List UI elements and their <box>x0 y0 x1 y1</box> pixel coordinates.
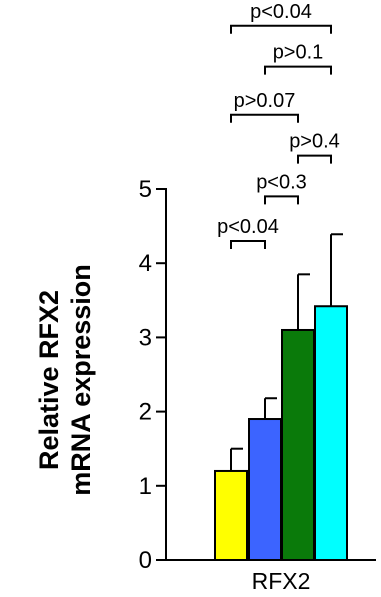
significance-label: p>0.4 <box>289 131 340 153</box>
bar <box>281 328 315 562</box>
y-tick-label: 4 <box>139 250 152 277</box>
significance-bracket <box>230 24 332 34</box>
y-tick-label: 3 <box>139 324 152 351</box>
bar <box>214 469 248 561</box>
significance-label: p<0.04 <box>250 1 312 23</box>
significance-label: p>0.1 <box>273 42 324 64</box>
significance-bracket <box>297 154 332 164</box>
y-tick-label: 0 <box>139 547 152 574</box>
bar <box>248 418 282 561</box>
significance-bracket <box>264 195 299 205</box>
x-axis-label: RFX2 <box>252 568 311 594</box>
y-axis-label-line-2: mRNA expression <box>66 264 96 496</box>
y-axis-label-line-1: Relative RFX2 <box>34 290 64 470</box>
plot-area: 0 1 2 3 4 5 p<0.04 p<0.3 p>0.4 p>0.07 p>0.1 p<0.04 <box>139 1 376 574</box>
y-tick-label: 1 <box>139 473 152 500</box>
significance-bracket <box>264 65 332 75</box>
significance-label: p<0.3 <box>256 171 307 193</box>
bar <box>314 305 348 561</box>
y-tick-label: 2 <box>139 399 152 426</box>
significance-label: p>0.07 <box>234 90 296 112</box>
significance-label: p<0.04 <box>217 216 279 238</box>
significance-bracket <box>230 239 266 249</box>
significance-bracket <box>230 113 299 123</box>
y-tick-label: 5 <box>139 176 152 203</box>
